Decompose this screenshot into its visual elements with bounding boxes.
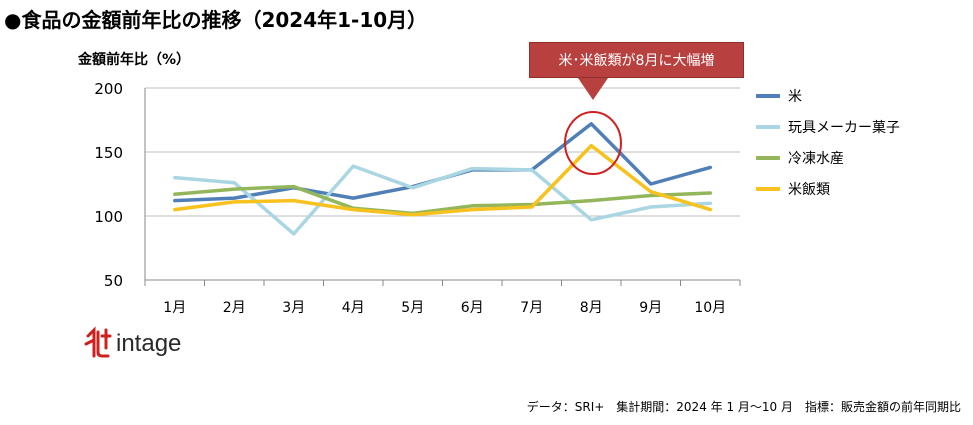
- x-tick-label: 6月: [461, 300, 484, 316]
- intage-logo-text: intage: [116, 330, 182, 357]
- y-tick-label: 150: [94, 144, 123, 162]
- x-tick-label: 9月: [639, 300, 662, 316]
- y-axis-label: 金額前年比（%）: [77, 51, 190, 68]
- intage-logo-icon: [84, 326, 112, 358]
- legend-label: 玩具メーカー菓子: [788, 120, 900, 136]
- y-tick-label: 200: [94, 80, 123, 98]
- x-tick-label: 8月: [580, 300, 603, 316]
- annotation-callout: 米･米飯類が8月に大幅増: [529, 42, 744, 78]
- x-tick-label: 10月: [694, 300, 726, 316]
- x-tick-label: 7月: [520, 300, 543, 316]
- data-source-note: データ：SRI+ 集計期間：2024 年 1 月～10 月 指標：販売金額の前年…: [526, 400, 961, 414]
- series-line-3: [173, 184, 713, 216]
- y-tick-label: 50: [104, 272, 123, 290]
- page-title: ●食品の金額前年比の推移（2024年1-10月）: [4, 8, 428, 32]
- series-line-4: [173, 143, 713, 217]
- intage-logo: intage: [84, 326, 181, 362]
- x-tick-label: 1月: [163, 300, 186, 316]
- highlight-circle: [564, 111, 622, 175]
- x-tick-label: 3月: [282, 300, 305, 316]
- legend-label: 米飯類: [788, 181, 830, 198]
- legend-label: 米: [788, 89, 802, 105]
- y-tick-label: 100: [94, 208, 123, 226]
- x-tick-label: 4月: [342, 300, 365, 316]
- x-tick-label: 2月: [223, 300, 246, 316]
- x-tick-label: 5月: [401, 300, 424, 316]
- callout-arrow: [578, 78, 608, 100]
- series-line-2: [173, 164, 713, 236]
- legend-label: 冷凍水産: [788, 151, 844, 167]
